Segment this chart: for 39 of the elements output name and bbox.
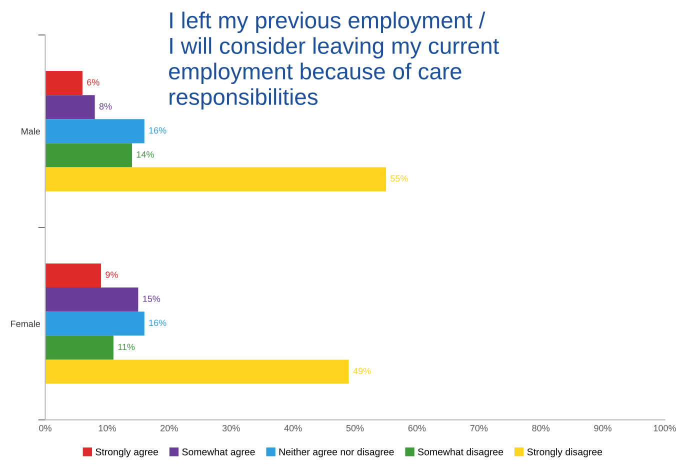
- legend-label: Strongly agree: [96, 448, 158, 458]
- bar: [45, 312, 144, 336]
- x-tick-label: 100%: [654, 424, 676, 432]
- data-label: 9%: [106, 272, 118, 278]
- data-label: 15%: [143, 296, 160, 302]
- x-tick-label: 40%: [284, 424, 302, 432]
- data-label: 16%: [149, 320, 166, 326]
- x-tick-label: 50%: [346, 424, 364, 432]
- bar: [45, 288, 138, 312]
- legend-label: Neither agree nor disagree: [279, 448, 394, 458]
- legend-label: Somewhat agree: [182, 448, 255, 458]
- bar: [45, 119, 144, 144]
- data-label: 55%: [390, 175, 408, 182]
- bar: [45, 71, 82, 96]
- data-label: 16%: [149, 127, 166, 134]
- x-tick-label: 70%: [470, 424, 488, 432]
- y-tick-label: Female: [11, 320, 40, 327]
- text: I left my previous employment / I will consider leaving my current employment because of care responsibilities: [169, 12, 500, 110]
- bar: [45, 167, 386, 192]
- bar: [45, 95, 95, 120]
- data-label: 49%: [353, 368, 371, 374]
- bar: [45, 336, 114, 360]
- x-tick-label: 0%: [39, 424, 52, 432]
- bar: [45, 360, 349, 384]
- bar: [45, 143, 132, 168]
- data-label: 14%: [136, 151, 154, 158]
- legend-label: Somewhat disagree: [418, 448, 504, 458]
- data-label: 8%: [99, 103, 112, 110]
- x-tick-label: 80%: [532, 424, 550, 432]
- y-tick-label: Male: [22, 128, 40, 135]
- data-label: 6%: [87, 79, 100, 86]
- data-label: 11%: [118, 344, 135, 350]
- x-tick-label: 90%: [594, 424, 612, 432]
- x-tick-label: 10%: [98, 424, 116, 432]
- bar: [45, 263, 102, 288]
- legend-label: Strongly disagree: [527, 448, 602, 458]
- x-tick-label: 60%: [408, 424, 426, 432]
- x-tick-label: 20%: [160, 424, 178, 432]
- x-tick-label: 30%: [222, 424, 240, 432]
